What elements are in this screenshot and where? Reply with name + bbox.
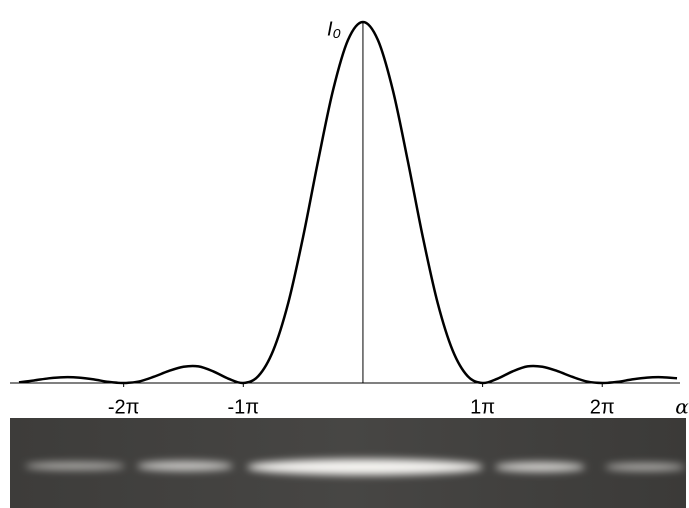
diffraction-photo (10, 418, 686, 508)
y-axis-label: I₀ (327, 18, 341, 40)
intensity-curve (18, 20, 678, 385)
x-tick-label: -1π (228, 396, 260, 418)
x-tick-label: 2π (590, 396, 615, 418)
x-tick-label: 1π (470, 396, 495, 418)
x-tick-label: -2π (108, 396, 140, 418)
x-axis-label: α (675, 395, 689, 419)
